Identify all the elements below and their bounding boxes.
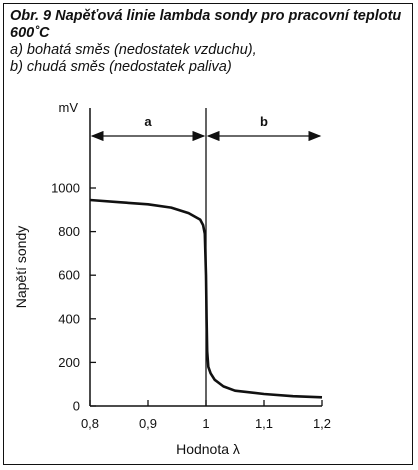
y-tick-label: 0 [73, 399, 80, 414]
chart-axes: 0 200 400 600 800 1000 0,8 0,9 1 1,1 1,2 mV Hodnota … [13, 100, 331, 457]
region-label: b [260, 114, 268, 129]
caption-line-a: a) bohatá směs (nedostatek vzduchu), [10, 42, 257, 58]
x-tick-label: 0,8 [81, 416, 99, 431]
figure-caption: Obr. 9 Napěťová linie lambda sondy pro p… [10, 8, 408, 76]
figure-frame [3, 3, 413, 465]
y-tick-label: 600 [58, 268, 80, 283]
y-tick-label: 1000 [51, 181, 80, 196]
x-tick-label: 0,9 [139, 416, 157, 431]
caption-line-b: b) chudá směs (nedostatek paliva) [10, 59, 232, 75]
x-tick-label: 1,2 [313, 416, 331, 431]
y-axis-label: Napětí sondy [13, 226, 29, 309]
x-axis-label: Hodnota λ [176, 441, 240, 457]
y-tick-label: 400 [58, 311, 80, 326]
y-unit-label: mV [59, 100, 79, 115]
caption-title: Obr. 9 Napěťová linie lambda sondy pro p… [10, 8, 402, 41]
y-tick-label: 800 [58, 224, 80, 239]
sensor-voltage-line [89, 198, 323, 399]
region-label: a [144, 114, 152, 129]
x-tick-label: 1 [202, 416, 209, 431]
chart-marks [89, 198, 323, 399]
y-tick-label: 200 [58, 355, 80, 370]
x-tick-label: 1,1 [255, 416, 273, 431]
